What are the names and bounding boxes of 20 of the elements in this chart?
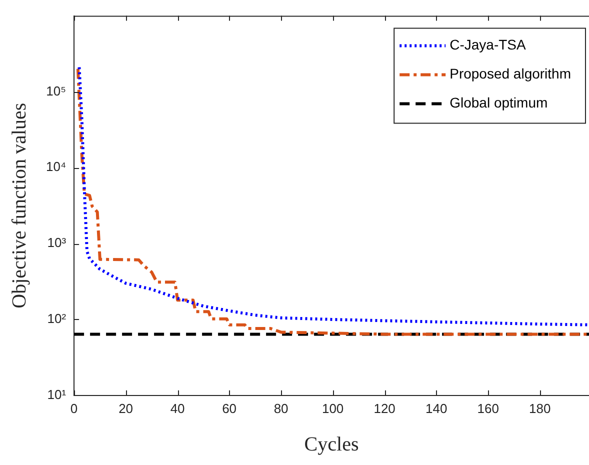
x-tick-label: 120 <box>374 400 396 416</box>
x-axis-title: Cycles <box>304 433 359 456</box>
x-tick-label: 180 <box>528 400 551 416</box>
y-tick-label: 10² <box>47 311 67 326</box>
y-tick-label: 10¹ <box>47 386 67 402</box>
legend-label: Proposed algorithm <box>450 66 572 82</box>
x-tick-label: 0 <box>70 400 78 416</box>
legend-label: C-Jaya-TSA <box>450 36 526 53</box>
x-tick-label: 100 <box>322 400 344 416</box>
x-tick-label: 40 <box>170 400 185 416</box>
x-tick-label: 60 <box>222 400 237 416</box>
y-axis-title: Objective function values <box>8 102 30 308</box>
y-tick-label: 10⁴ <box>46 159 66 174</box>
x-tick-label: 160 <box>477 400 499 416</box>
legend-label: Global optimum <box>450 94 548 111</box>
y-tick-label: 10³ <box>47 235 67 250</box>
x-tick-label: 140 <box>425 400 448 416</box>
x-tick-label: 20 <box>118 400 134 416</box>
y-tick-label: 10⁵ <box>46 83 66 98</box>
x-tick-label: 80 <box>274 400 288 416</box>
